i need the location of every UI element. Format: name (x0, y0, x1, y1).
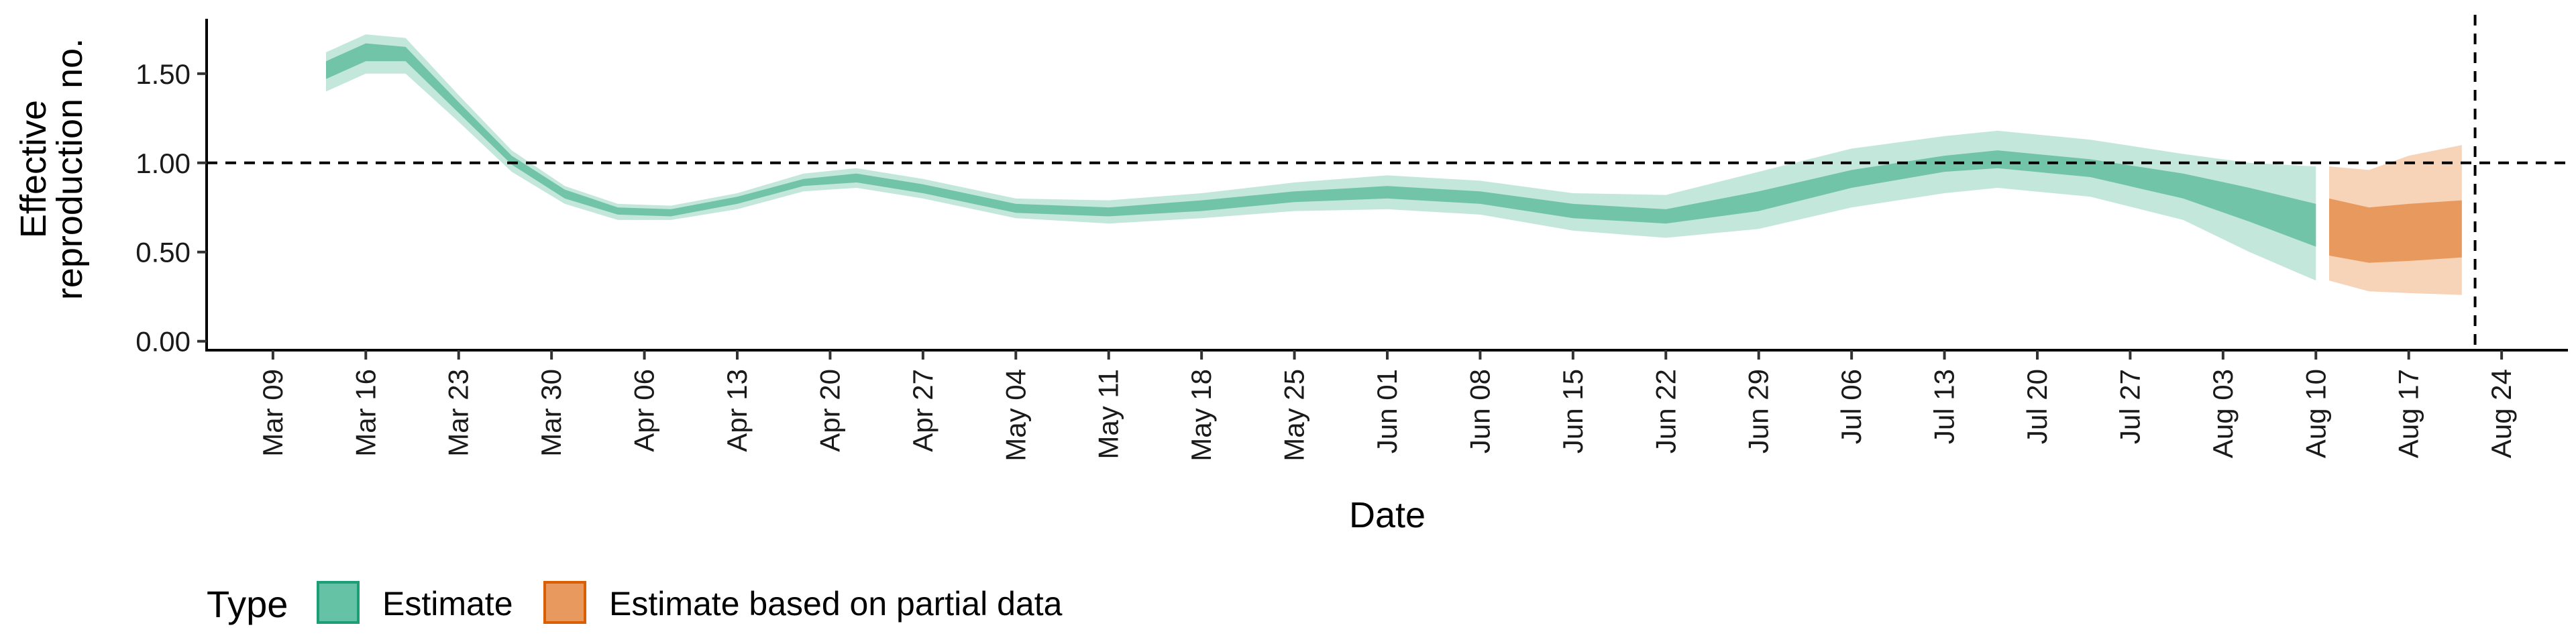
x-tick-label: Apr 27 (907, 369, 938, 452)
x-tick-label: Jul 27 (2114, 369, 2145, 444)
x-tick-label: Mar 30 (535, 369, 567, 457)
legend-label-estimate: Estimate (382, 585, 513, 623)
x-tick-label: Jun 29 (1743, 369, 1774, 453)
y-axis-title-line2: reproduction no. (50, 38, 90, 300)
bands-estimate (326, 34, 2316, 281)
x-tick-label: Aug 17 (2393, 369, 2424, 458)
x-tick-label: Jun 01 (1371, 369, 1403, 453)
legend-swatch-estimate (317, 581, 360, 624)
x-ticks: Mar 09 Mar 16 Mar 23 Mar 30 Apr 06 Apr 13 Apr … (257, 350, 2517, 462)
x-tick-label: Mar 09 (257, 369, 288, 457)
x-tick-label: Aug 24 (2485, 369, 2517, 458)
x-axis-title: Date (1349, 495, 1426, 535)
y-ticks: 0.00 0.50 1.00 1.50 (136, 58, 207, 358)
x-tick-label: Mar 16 (350, 369, 381, 457)
band-inner-partial (2329, 198, 2462, 263)
x-tick-label: Apr 13 (721, 369, 753, 452)
x-tick-label: Jun 15 (1557, 369, 1589, 453)
x-tick-label: Jun 22 (1650, 369, 1681, 453)
x-tick-label: Aug 10 (2300, 369, 2331, 458)
x-tick-label: May 25 (1279, 369, 1310, 462)
x-tick-label: May 18 (1185, 369, 1217, 462)
y-tick-label: 1.00 (136, 148, 191, 179)
y-axis-title-line1: Effective (13, 100, 54, 238)
x-tick-label: May 11 (1093, 369, 1124, 460)
x-tick-label: Aug 03 (2207, 369, 2239, 458)
y-tick-label: 0.50 (136, 237, 191, 268)
y-tick-label: 0.00 (136, 326, 191, 358)
legend-swatch-partial (543, 581, 586, 624)
band-inner-estimate (326, 43, 2316, 247)
y-tick-label: 1.50 (136, 58, 191, 90)
x-tick-label: Jul 06 (1835, 369, 1867, 444)
legend: Type Estimate Estimate based on partial … (207, 581, 1063, 625)
x-tick-label: May 04 (1000, 369, 1031, 462)
legend-label-partial: Estimate based on partial data (609, 585, 1063, 623)
x-tick-label: Jun 08 (1464, 369, 1495, 453)
bands-partial (2329, 145, 2462, 295)
band-outer-estimate (326, 34, 2316, 281)
x-tick-label: Mar 23 (443, 369, 474, 457)
x-tick-label: Apr 20 (814, 369, 845, 452)
legend-title: Type (207, 583, 288, 625)
x-tick-label: Jul 20 (2021, 369, 2053, 444)
x-tick-label: Apr 06 (629, 369, 660, 452)
x-tick-label: Jul 13 (1929, 369, 1960, 444)
